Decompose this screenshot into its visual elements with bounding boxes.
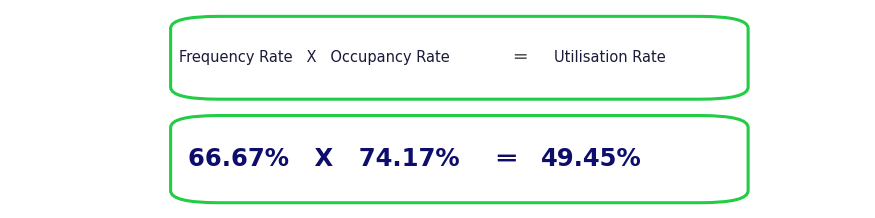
FancyBboxPatch shape [171,116,748,203]
FancyBboxPatch shape [171,16,748,99]
Text: 66.67%   X   74.17%: 66.67% X 74.17% [188,147,459,171]
Text: 49.45%: 49.45% [541,147,641,171]
Text: ═: ═ [497,145,514,173]
Text: ═: ═ [514,48,526,67]
Text: Utilisation Rate: Utilisation Rate [554,50,666,65]
Text: Frequency Rate   X   Occupancy Rate: Frequency Rate X Occupancy Rate [179,50,450,65]
